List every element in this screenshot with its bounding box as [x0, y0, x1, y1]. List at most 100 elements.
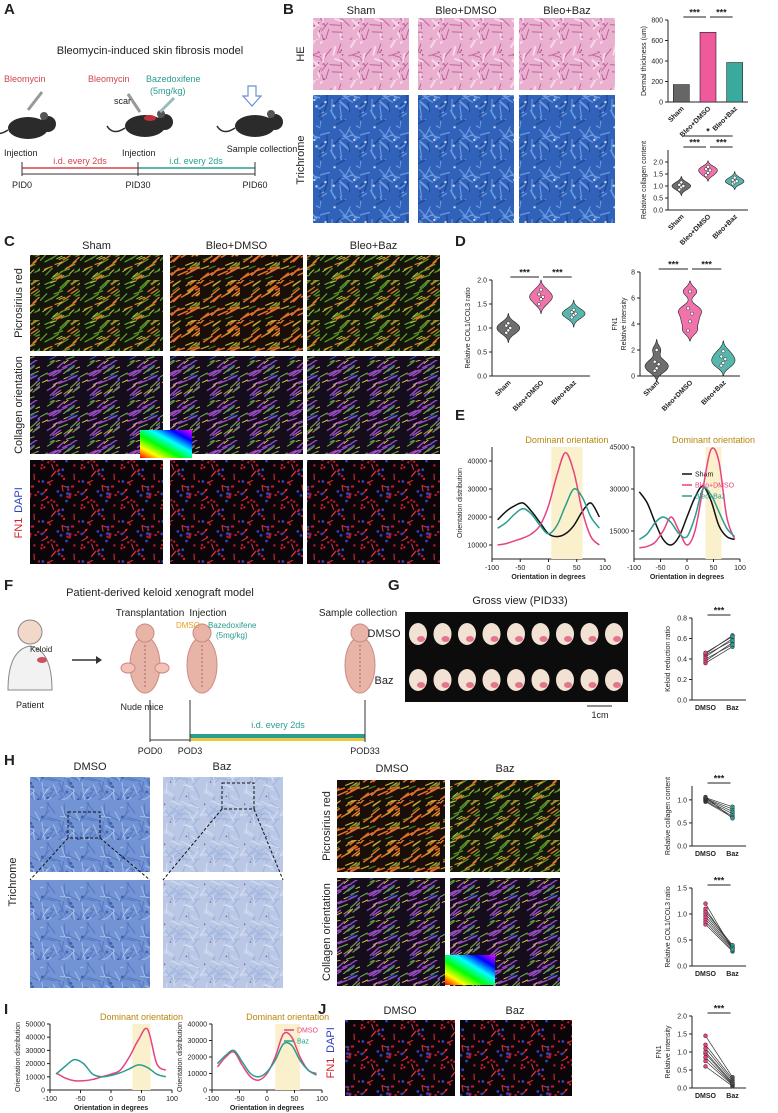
label: DAPI [13, 487, 25, 513]
y-tick-label: 20000 [468, 515, 488, 522]
x-tick-label: 100 [599, 565, 611, 572]
y-tick-label: 0.0 [477, 374, 487, 381]
x-tick-label: DMSO [695, 971, 717, 978]
panel-label: E [455, 407, 465, 424]
label: FN1 [13, 518, 25, 539]
y-axis-title: Relative intensity [665, 1025, 672, 1078]
data-point [730, 804, 735, 809]
y-tick-label: 0.5 [677, 1068, 687, 1075]
pair-line [705, 1048, 733, 1082]
tissue-sample [556, 623, 574, 645]
y-tick-label: 20000 [188, 1055, 208, 1062]
micrograph [30, 255, 163, 351]
x-tick-label: Baz [726, 705, 739, 712]
bar [699, 31, 717, 103]
x-tick-label: 100 [166, 1096, 178, 1103]
micrograph [519, 95, 615, 223]
pair-line [705, 799, 733, 815]
data-point [688, 319, 692, 324]
label: POD33 [350, 746, 380, 756]
label: DMSO [368, 628, 401, 640]
panel-label: I [4, 1001, 8, 1018]
y-tick-label: 40000 [468, 459, 488, 466]
pair-line [705, 1066, 733, 1087]
x-tick-label: 50 [138, 1096, 146, 1103]
micrograph [170, 255, 303, 351]
x-tick-label: Bleo+DMSO [512, 379, 546, 413]
pair-line [705, 1060, 733, 1086]
x-tick-label: Sham [643, 379, 661, 397]
label: i.d. every 2ds [53, 156, 107, 166]
y-axis-title: Relative collagen content [665, 777, 672, 855]
y-tick-label: 0.5 [677, 938, 687, 945]
x-axis-title: Orientation in degrees [230, 1105, 304, 1112]
data-point [654, 348, 659, 352]
x-tick-label: -50 [515, 565, 525, 572]
nude-mouse-head [192, 623, 212, 643]
mouse-tail [106, 125, 126, 133]
data-point [703, 1064, 708, 1069]
label: Keloid [30, 645, 52, 654]
y-tick-label: 0.0 [677, 964, 687, 971]
pair-line [705, 1035, 733, 1078]
tissue-spot [588, 636, 597, 642]
pair-line [705, 797, 733, 808]
x-tick-label: -50 [655, 565, 665, 572]
patient-head [17, 619, 43, 645]
label: Sample collection [319, 608, 397, 619]
label: Collagen orientation [13, 356, 25, 454]
violin [496, 313, 521, 343]
data-point [504, 330, 509, 335]
label: Bleo+DMSO [206, 240, 268, 252]
y-tick-label: 6 [631, 296, 635, 303]
highlight-band [705, 447, 722, 559]
series-line [639, 447, 736, 549]
label: Sham [347, 5, 376, 17]
tissue-spot [490, 682, 499, 688]
data-point [681, 184, 686, 188]
micrograph [163, 880, 283, 988]
data-point [704, 173, 708, 178]
syringe [158, 96, 176, 114]
data-point [506, 321, 511, 326]
y-tick-label: 45000 [610, 445, 630, 452]
y-tick-label: 0.5 [677, 820, 687, 827]
label: scar [114, 96, 131, 106]
data-point [688, 289, 692, 294]
x-tick-label: Bleo+Baz [700, 379, 728, 407]
data-point [708, 168, 712, 173]
y-axis-title: Relative intensity [621, 297, 628, 350]
label: Injection [189, 608, 226, 619]
data-point [703, 1033, 708, 1039]
label: Sample collection [227, 144, 298, 154]
pair-line [705, 646, 733, 664]
micrograph [307, 356, 440, 454]
series-line [216, 1041, 317, 1078]
y-tick-label: 0 [41, 1088, 45, 1095]
legend-label: Sham [695, 472, 713, 479]
x-tick-label: Bleo+Baz [551, 379, 579, 407]
legend-label: Bleo+DMSO [695, 483, 735, 490]
y-tick-label: 4 [631, 322, 635, 329]
significance-label: *** [519, 268, 530, 278]
pair-line [705, 1053, 733, 1084]
x-tick-label: 0 [265, 1096, 269, 1103]
tissue-spot [441, 636, 450, 642]
data-point [686, 306, 690, 311]
x-tick-label: -100 [205, 1096, 219, 1103]
y-tick-label: 10000 [188, 1071, 208, 1078]
label: Baz [496, 763, 515, 775]
y-tick-label: 1.5 [677, 886, 687, 893]
tissue-spot [588, 682, 597, 688]
keloid-spot [37, 657, 47, 663]
label: Bleo+DMSO [435, 5, 497, 17]
tissue-sample [531, 623, 550, 645]
x-tick-label: 50 [573, 565, 581, 572]
micrograph [170, 460, 303, 564]
label: Baz [213, 761, 232, 773]
data-point [730, 1074, 735, 1080]
label: Picrosirius red [13, 268, 25, 338]
syringe [26, 91, 44, 111]
data-point [730, 178, 735, 182]
significance-label: *** [716, 8, 727, 18]
